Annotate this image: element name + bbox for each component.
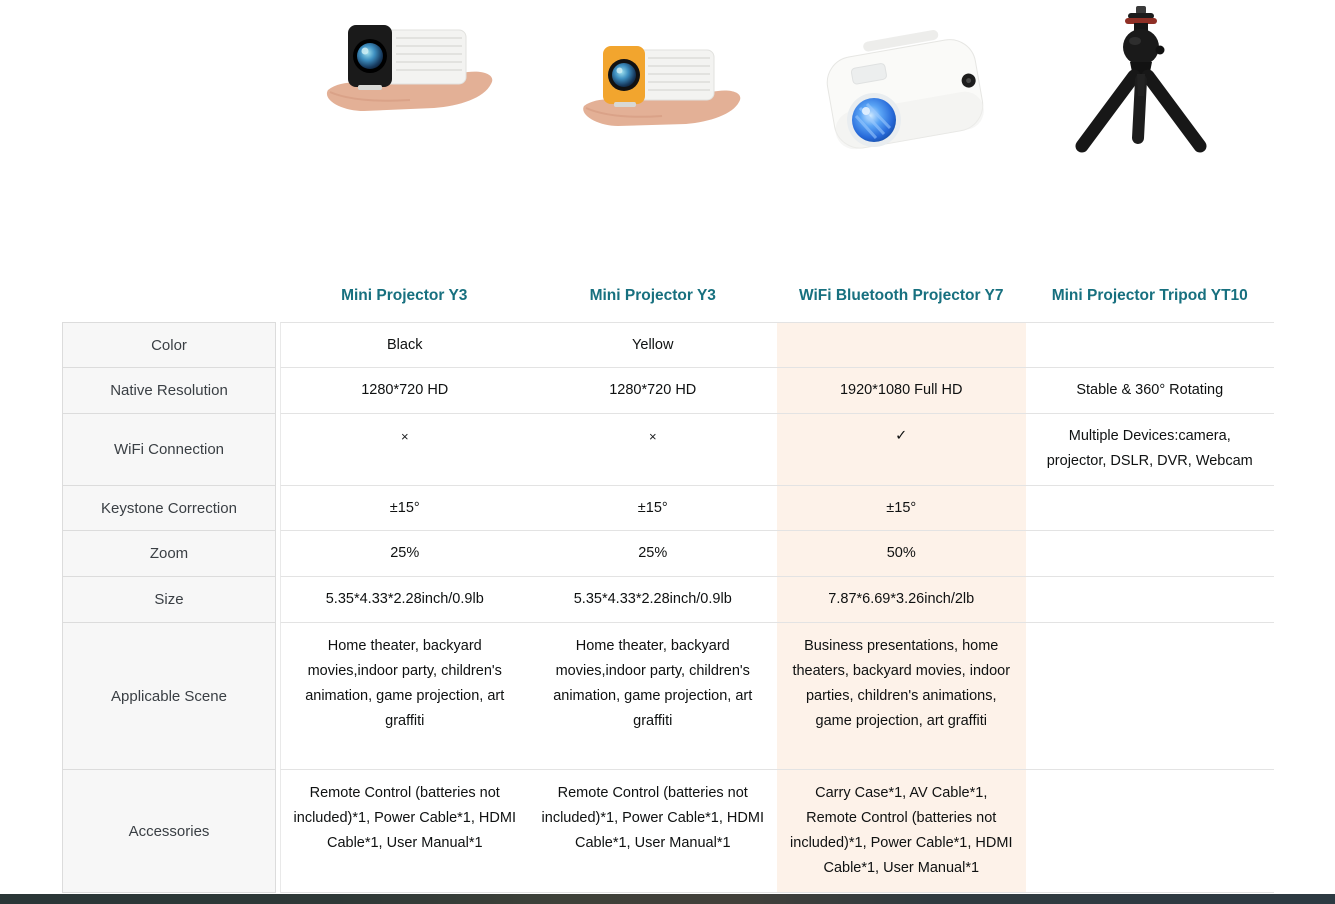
cell-resolution-p2: 1280*720 HD [528,368,777,414]
product-image-wifi-projector-y7[interactable] [810,14,998,166]
product-image-mini-projector-black[interactable] [318,8,500,120]
cell-zoom-p1: 25% [280,531,529,577]
product-titles-row: Mini Projector Y3 Mini Projector Y3 WiFi… [280,286,1274,306]
cell-zoom-p4 [1025,531,1274,577]
product-image-mini-projector-yellow[interactable] [576,36,748,132]
projector-on-hand-icon [326,25,493,111]
cell-color-p2: Yellow [528,322,777,368]
row-label: Keystone Correction [62,486,276,531]
cell-keystone-p3: ±15° [777,486,1026,531]
cell-size-p2: 5.35*4.33*2.28inch/0.9lb [528,577,777,623]
row-label: Native Resolution [62,368,276,414]
cell-accessories-p4 [1025,770,1274,893]
cell-accessories-p1: Remote Control (batteries not included)*… [280,770,529,893]
cell-wifi-p4: Multiple Devices:camera, projector, DSLR… [1025,414,1274,486]
cell-color-p4 [1025,322,1274,368]
comparison-table: Color Black Yellow Native Resolution 128… [62,322,1274,893]
horizontal-scrollbar[interactable] [0,894,1335,904]
row-label: Color [62,322,276,368]
product-image-tripod-yt10[interactable] [1058,4,1224,162]
table-row-wifi-connection: WiFi Connection × × ✓ Multiple Devices:c… [62,414,1274,486]
cell-wifi-p3-check-icon: ✓ [777,414,1026,486]
cell-color-p3 [777,322,1026,368]
cell-scene-p4 [1025,623,1274,770]
table-row-accessories: Accessories Remote Control (batteries no… [62,770,1274,893]
cell-wifi-p1-cross-icon: × [280,414,529,486]
cell-keystone-p1: ±15° [280,486,529,531]
tripod-icon [1075,6,1207,153]
row-label: Zoom [62,531,276,577]
cell-keystone-p2: ±15° [528,486,777,531]
table-row-applicable-scene: Applicable Scene Home theater, backyard … [62,623,1274,770]
cell-resolution-p1: 1280*720 HD [280,368,529,414]
table-row-keystone-correction: Keystone Correction ±15° ±15° ±15° [62,486,1274,531]
cell-zoom-p3: 50% [777,531,1026,577]
product-title-link[interactable]: Mini Projector Tripod YT10 [1051,287,1248,304]
row-label: Size [62,577,276,623]
cell-scene-p3: Business presentations, home theaters, b… [777,623,1026,770]
projector-icon [826,30,984,150]
cell-keystone-p4 [1025,486,1274,531]
cell-color-p1: Black [280,322,529,368]
row-label: WiFi Connection [62,414,276,486]
cell-size-p3: 7.87*6.69*3.26inch/2lb [777,577,1026,623]
row-label: Accessories [62,770,276,893]
cell-resolution-p3: 1920*1080 Full HD [777,368,1026,414]
cell-scene-p1: Home theater, backyard movies,indoor par… [280,623,529,770]
cell-resolution-p4: Stable & 360° Rotating [1025,368,1274,414]
row-label: Applicable Scene [62,623,276,770]
product-title-link[interactable]: WiFi Bluetooth Projector Y7 [798,287,1004,304]
table-row-native-resolution: Native Resolution 1280*720 HD 1280*720 H… [62,368,1274,414]
projector-on-hand-icon [583,46,741,126]
cell-accessories-p3: Carry Case*1, AV Cable*1, Remote Control… [777,770,1026,893]
cell-size-p4 [1025,577,1274,623]
table-row-color: Color Black Yellow [62,322,1274,368]
table-row-zoom: Zoom 25% 25% 50% [62,531,1274,577]
cell-wifi-p2-cross-icon: × [528,414,777,486]
cell-scene-p2: Home theater, backyard movies,indoor par… [528,623,777,770]
cell-zoom-p2: 25% [528,531,777,577]
cell-accessories-p2: Remote Control (batteries not included)*… [528,770,777,893]
product-title-link[interactable]: Mini Projector Y3 [589,287,716,304]
product-title-link[interactable]: Mini Projector Y3 [341,287,468,304]
cell-size-p1: 5.35*4.33*2.28inch/0.9lb [280,577,529,623]
table-row-size: Size 5.35*4.33*2.28inch/0.9lb 5.35*4.33*… [62,577,1274,623]
